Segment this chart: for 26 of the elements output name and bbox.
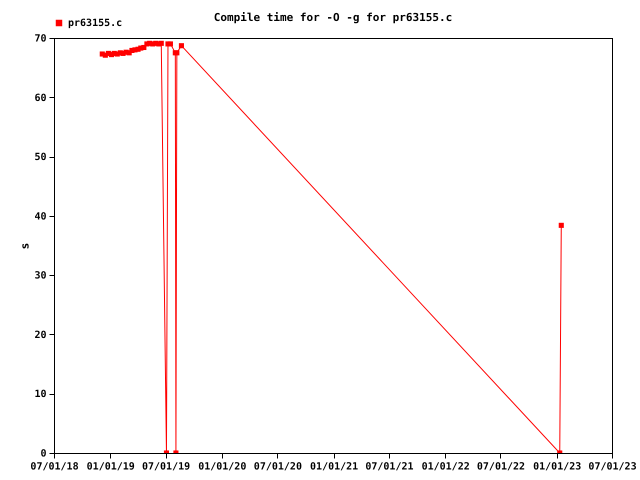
y-tick-label: 70 — [34, 34, 46, 44]
point — [178, 43, 184, 48]
x-tick-label: 07/01/21 — [365, 462, 414, 472]
x-tick-label: 07/01/18 — [30, 462, 79, 472]
x-tick-label: 07/01/23 — [588, 462, 637, 472]
x-tick-label: 01/01/21 — [310, 462, 358, 472]
y-axis-title: s — [18, 242, 32, 250]
y-tick-label: 60 — [34, 92, 46, 104]
x-tick-label: 07/01/19 — [142, 462, 190, 472]
y-tick-label: 10 — [34, 389, 46, 400]
y-tick-label: 50 — [34, 152, 46, 164]
chart-title: Compile time for -O -g for pr63155.c — [214, 11, 452, 24]
point — [168, 41, 173, 46]
x-tick-label: 01/01/23 — [533, 462, 582, 472]
x-tick-label: 01/01/19 — [86, 462, 135, 472]
legend-label: pr63155.c — [68, 18, 122, 29]
y-tick-label: 30 — [34, 270, 46, 282]
x-tick-label: 07/01/22 — [476, 462, 526, 472]
point — [158, 40, 164, 46]
y-tick-label: 0 — [40, 448, 46, 460]
y-tick-label: 20 — [34, 330, 46, 341]
x-tick-label: 01/01/22 — [422, 462, 470, 472]
x-tick-label: 07/01/20 — [254, 462, 302, 472]
y-tick-label: 40 — [34, 211, 46, 222]
x-tick-label: 01/01/20 — [198, 462, 246, 472]
point — [558, 222, 564, 228]
